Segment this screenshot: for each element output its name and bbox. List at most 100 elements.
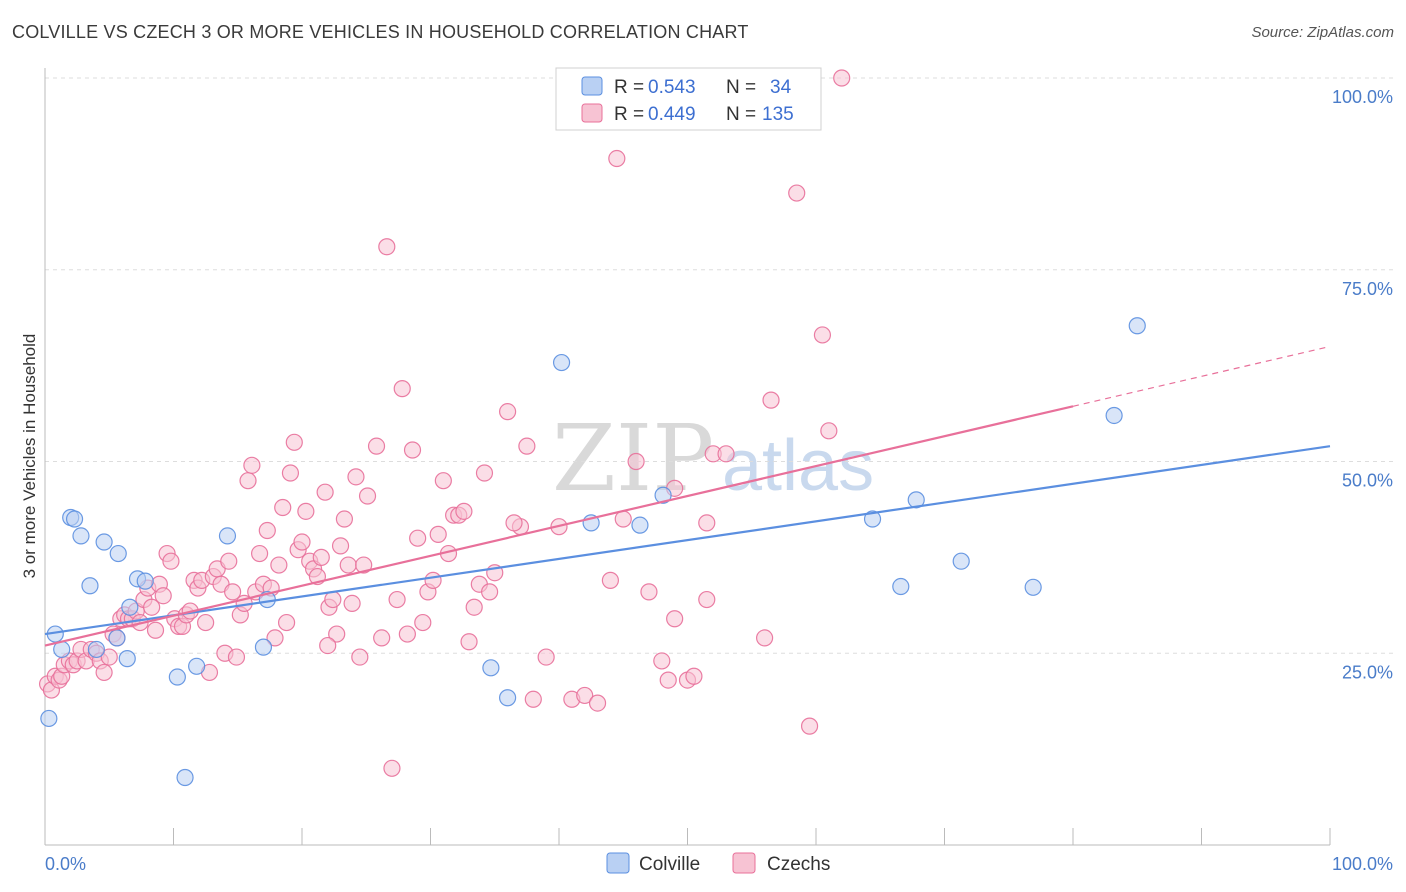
point-colville [1128, 317, 1146, 335]
point-czechs [328, 625, 346, 643]
point-czechs [653, 652, 671, 670]
point-colville [95, 533, 113, 551]
point-czechs [429, 525, 447, 543]
point-czechs [355, 556, 373, 574]
y-tick-label: 25.0% [1342, 662, 1393, 682]
point-czechs [755, 629, 774, 647]
y-tick-label: 100.0% [1332, 87, 1393, 107]
point-czechs [270, 556, 288, 574]
point-czechs [627, 452, 645, 471]
y-ticks: 25.0% 50.0% 75.0% 100.0% [1332, 87, 1393, 682]
trend-lines [44, 345, 1331, 647]
point-colville [907, 491, 925, 509]
grid [45, 77, 1393, 654]
point-czechs [358, 487, 377, 505]
point-czechs [258, 521, 276, 540]
point-colville [254, 638, 273, 656]
point-czechs [398, 625, 416, 643]
point-czechs [403, 441, 422, 459]
point-czechs [460, 633, 478, 651]
point-czechs [475, 464, 494, 482]
bottom-legend: Colville Czechs [606, 852, 830, 875]
point-czechs [331, 537, 350, 555]
point-colville [108, 629, 126, 647]
point-czechs [154, 587, 172, 605]
legend-n-label-czechs: N = [726, 104, 756, 125]
point-czechs [455, 502, 473, 520]
point-colville [892, 577, 910, 596]
point-czechs [146, 621, 165, 639]
point-czechs [518, 437, 536, 455]
trend-line-colville [44, 445, 1331, 636]
legend-n-value-colville: 34 [770, 77, 792, 98]
point-colville [87, 640, 106, 659]
point-colville [121, 598, 139, 616]
point-czechs [588, 694, 607, 712]
point-czechs [312, 548, 330, 566]
point-czechs [383, 759, 401, 777]
point-colville [40, 709, 58, 728]
point-czechs [220, 552, 238, 570]
point-czechs [393, 380, 411, 398]
point-czechs [335, 510, 354, 528]
point-czechs [717, 445, 735, 463]
point-colville [631, 516, 649, 534]
point-czechs [351, 648, 369, 666]
x-tick-label-min: 0.0% [45, 854, 86, 874]
point-czechs [424, 571, 442, 589]
point-czechs [227, 648, 246, 666]
legend-r-label-colville: R = [614, 77, 644, 98]
point-czechs [505, 514, 523, 532]
point-colville [1024, 578, 1042, 596]
trend-line-czechs [44, 405, 1074, 647]
point-czechs [197, 613, 215, 632]
point-colville [499, 689, 517, 707]
point-czechs [414, 613, 432, 632]
point-colville [654, 486, 672, 504]
point-czechs [659, 671, 677, 689]
point-czechs [224, 583, 242, 601]
point-czechs [576, 686, 594, 705]
point-czechs [343, 594, 361, 612]
legend-swatch-czechs [581, 103, 603, 123]
point-czechs [250, 544, 269, 563]
point-czechs [666, 610, 684, 628]
y-tick-label: 75.0% [1342, 279, 1393, 299]
point-czechs [95, 663, 113, 682]
point-czechs [367, 437, 386, 455]
bottom-legend-swatch-colville [606, 852, 630, 874]
point-czechs [434, 472, 452, 490]
point-czechs [698, 590, 716, 609]
x-tick-label-max: 100.0% [1332, 854, 1393, 874]
legend-r-value-colville: 0.543 [648, 77, 696, 98]
point-czechs [762, 391, 780, 409]
point-czechs [524, 690, 542, 708]
point-czechs [285, 433, 303, 451]
point-colville [168, 668, 186, 686]
point-colville [863, 510, 882, 528]
point-czechs [277, 613, 296, 632]
point-czechs [788, 184, 806, 202]
y-tick-label: 50.0% [1342, 471, 1393, 491]
point-czechs [274, 498, 292, 517]
point-colville [81, 577, 99, 595]
point-czechs [537, 648, 555, 666]
point-colville [952, 552, 970, 570]
trend-line-czechs-extension [1072, 345, 1331, 407]
legend-r-label-czechs: R = [614, 104, 644, 125]
point-czechs [388, 590, 406, 609]
point-colville [136, 572, 154, 590]
point-czechs [640, 583, 658, 601]
point-colville [118, 650, 136, 668]
point-czechs [800, 717, 819, 735]
point-czechs [833, 69, 851, 87]
bottom-legend-label-colville: Colville [639, 854, 700, 875]
point-czechs [820, 422, 838, 440]
point-colville [72, 527, 90, 545]
point-czechs [347, 468, 365, 486]
point-czechs [499, 403, 517, 421]
point-czechs [378, 238, 396, 256]
legend-n-label-colville: N = [726, 77, 756, 98]
point-czechs [614, 510, 632, 528]
point-colville [109, 544, 127, 563]
